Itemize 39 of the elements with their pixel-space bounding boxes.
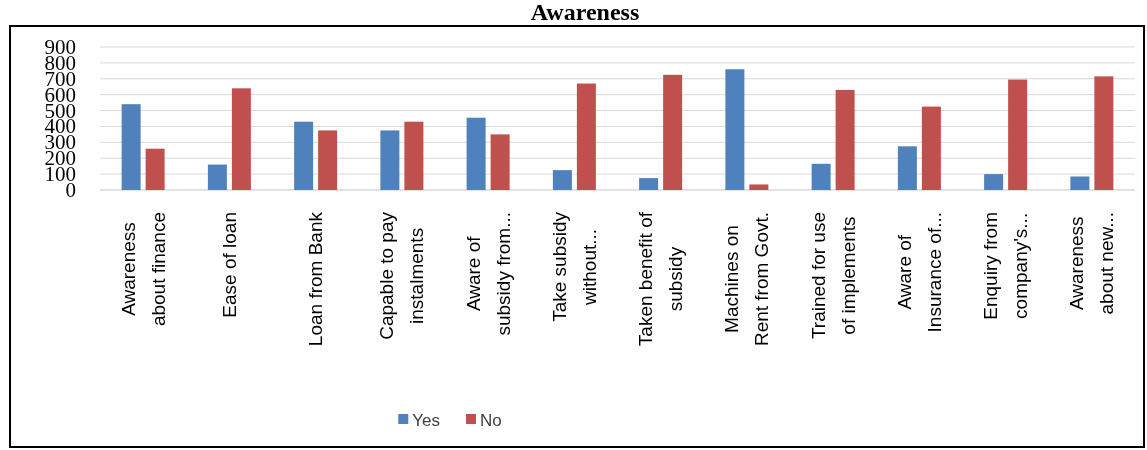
bar — [231, 88, 251, 190]
bar — [1094, 76, 1114, 190]
bar — [490, 134, 510, 190]
x-tick-label: Aware of Insurance of... — [893, 212, 945, 333]
bar — [725, 69, 745, 190]
x-tick-label: Machines on Rent from Govt. — [721, 211, 773, 347]
bar — [897, 146, 917, 190]
bar — [811, 163, 831, 190]
bar — [294, 121, 314, 190]
bar — [207, 164, 227, 190]
bar — [404, 121, 424, 190]
bar — [466, 117, 486, 190]
bar — [835, 89, 855, 190]
x-tick-label: Enquiry from company's... — [980, 212, 1032, 320]
chart-title: Awareness — [530, 0, 640, 25]
bar — [663, 74, 683, 190]
x-tick-label: Awareness about new... — [1066, 212, 1118, 315]
bar — [921, 106, 941, 190]
bar — [576, 83, 596, 190]
legend-label: No — [480, 410, 502, 430]
bar — [380, 130, 400, 190]
bar — [639, 178, 659, 190]
bar — [318, 130, 338, 190]
x-tick-label: Trained for use of implements — [807, 211, 859, 340]
bar — [749, 184, 769, 190]
x-tick-label: Capable to pay instalments — [376, 211, 428, 340]
bar — [145, 148, 165, 190]
x-tick-label: Aware of subsidy from... — [462, 212, 514, 336]
x-tick-label: Take subsidy without... — [548, 211, 600, 322]
bar — [552, 170, 572, 190]
x-tick-label: Loan from Bank — [305, 211, 327, 347]
bar — [121, 104, 141, 190]
x-tick-label: Ease of loan — [218, 212, 240, 318]
bar — [1070, 176, 1090, 190]
x-tick-label: Taken benefit of subsidy — [635, 211, 687, 347]
x-tick-label: Awareness about finance — [117, 212, 169, 327]
bar — [984, 174, 1004, 190]
bar — [1008, 79, 1028, 190]
legend-label: Yes — [412, 410, 440, 430]
